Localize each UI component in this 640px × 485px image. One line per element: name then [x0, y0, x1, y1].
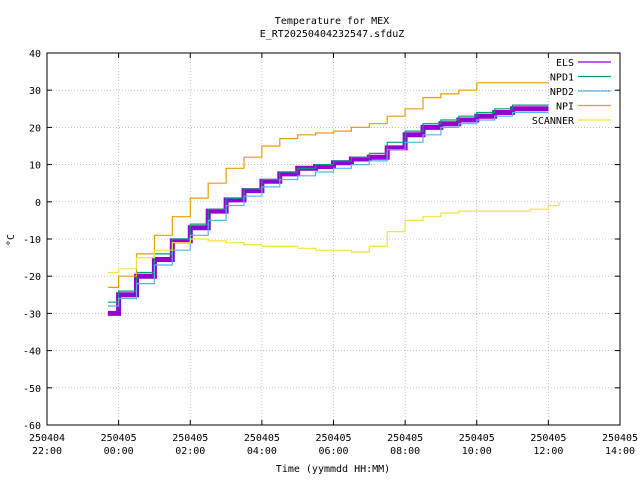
chart-subtitle: E_RT20250404232547.sfduZ: [260, 29, 405, 40]
x-tick-time-label: 06:00: [318, 446, 348, 457]
legend-label-scanner: SCANNER: [532, 116, 575, 127]
y-tick-label: -60: [23, 421, 41, 432]
x-tick-date-label: 250405: [244, 433, 280, 444]
series-line-npd1: [107, 104, 549, 303]
x-tick-date-label: 250405: [387, 433, 423, 444]
y-tick-label: -20: [23, 272, 41, 283]
x-tick-date-label: 250405: [101, 433, 137, 444]
x-tick-time-label: 22:00: [32, 446, 62, 457]
legend-label-npd2: NPD2: [550, 87, 574, 98]
x-tick-time-label: 10:00: [462, 446, 492, 457]
legend: ELS NPD1 NPD2 NPI SCANNER: [532, 58, 611, 127]
x-tick-time-label: 08:00: [390, 446, 420, 457]
plot-frame: [46, 52, 621, 426]
x-tick-time-label: 04:00: [247, 446, 277, 457]
x-tick-date-label: 250405: [459, 433, 495, 444]
x-tick-time-label: 14:00: [605, 446, 635, 457]
y-tick-label: 20: [29, 123, 41, 134]
y-tick-label: -10: [23, 235, 41, 246]
series-line-scanner: [107, 201, 560, 274]
y-axis-label: °C: [6, 234, 17, 246]
y-tick-label: 10: [29, 161, 41, 172]
x-axis-label: Time (yymmdd HH:MM): [276, 464, 390, 475]
y-tick-label: 40: [29, 49, 41, 60]
series-line-npi: [107, 82, 549, 288]
x-tick-date-label: 250405: [530, 433, 566, 444]
x-tick-time-label: 02:00: [175, 446, 205, 457]
y-tick-label: 30: [29, 86, 41, 97]
y-tick-label: -30: [23, 309, 41, 320]
legend-label-npi: NPI: [556, 102, 574, 113]
x-tick-date-label: 250404: [29, 433, 65, 444]
x-tick-date-label: 250405: [315, 433, 351, 444]
series-group: [107, 82, 560, 316]
x-tick-date-label: 250405: [172, 433, 208, 444]
legend-label-npd1: NPD1: [550, 73, 574, 84]
chart-title: Temperature for MEX: [275, 16, 389, 27]
legend-label-els: ELS: [556, 58, 574, 69]
x-tick-time-label: 12:00: [533, 446, 563, 457]
y-tick-label: 0: [35, 198, 41, 209]
y-tick-label: -50: [23, 384, 41, 395]
x-tick-date-label: 250405: [602, 433, 638, 444]
y-tick-label: -40: [23, 347, 41, 358]
x-tick-time-label: 00:00: [104, 446, 134, 457]
series-line-npd2: [107, 111, 549, 307]
